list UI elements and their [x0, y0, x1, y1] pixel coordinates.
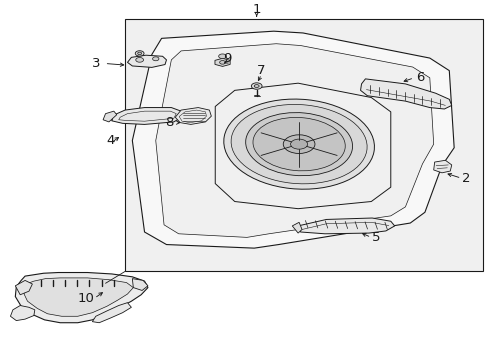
Ellipse shape [283, 135, 314, 153]
Ellipse shape [152, 57, 159, 61]
Text: 1: 1 [252, 3, 261, 16]
Text: 10: 10 [78, 292, 94, 305]
Ellipse shape [254, 85, 259, 87]
Polygon shape [103, 111, 117, 122]
Ellipse shape [290, 139, 307, 149]
Ellipse shape [218, 54, 226, 59]
Polygon shape [156, 44, 433, 237]
Text: 8: 8 [164, 116, 173, 129]
Text: 9: 9 [223, 51, 231, 64]
Ellipse shape [135, 51, 144, 56]
Polygon shape [292, 222, 302, 233]
Ellipse shape [251, 83, 262, 89]
Ellipse shape [219, 60, 225, 64]
Polygon shape [15, 273, 148, 323]
Polygon shape [10, 306, 35, 320]
Polygon shape [132, 279, 148, 291]
Polygon shape [112, 108, 183, 125]
Polygon shape [433, 160, 451, 173]
Text: 6: 6 [415, 71, 424, 84]
Polygon shape [215, 58, 230, 66]
Text: 5: 5 [371, 231, 380, 244]
Polygon shape [132, 31, 453, 248]
Text: 2: 2 [461, 172, 469, 185]
Ellipse shape [252, 117, 345, 171]
Polygon shape [175, 108, 211, 125]
Polygon shape [298, 218, 394, 234]
Ellipse shape [138, 52, 142, 55]
Text: 4: 4 [106, 134, 114, 147]
Ellipse shape [224, 99, 374, 189]
Ellipse shape [245, 113, 352, 176]
Bar [125, 19, 483, 271]
Polygon shape [127, 55, 166, 67]
Ellipse shape [136, 58, 143, 62]
Polygon shape [24, 278, 133, 316]
Text: 7: 7 [257, 64, 265, 77]
Polygon shape [92, 303, 131, 323]
Ellipse shape [231, 104, 366, 184]
Polygon shape [360, 79, 451, 109]
Text: 3: 3 [91, 57, 100, 70]
Polygon shape [15, 280, 32, 295]
